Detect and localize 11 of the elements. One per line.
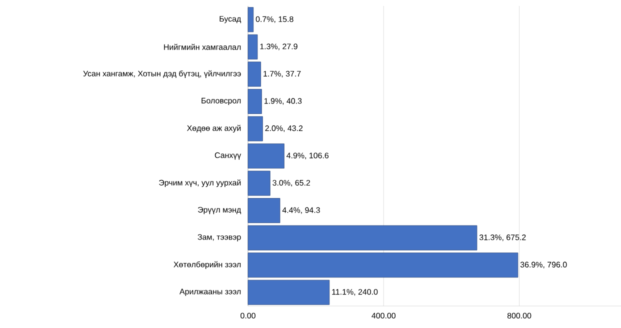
bar <box>248 252 518 278</box>
bar <box>248 225 478 250</box>
bar <box>248 88 262 114</box>
bar <box>248 116 263 142</box>
bar <box>248 7 254 32</box>
bar <box>248 198 280 224</box>
bar <box>248 280 330 305</box>
bar <box>248 144 284 168</box>
bar <box>248 170 270 196</box>
bar <box>248 62 261 87</box>
bar <box>248 34 258 60</box>
